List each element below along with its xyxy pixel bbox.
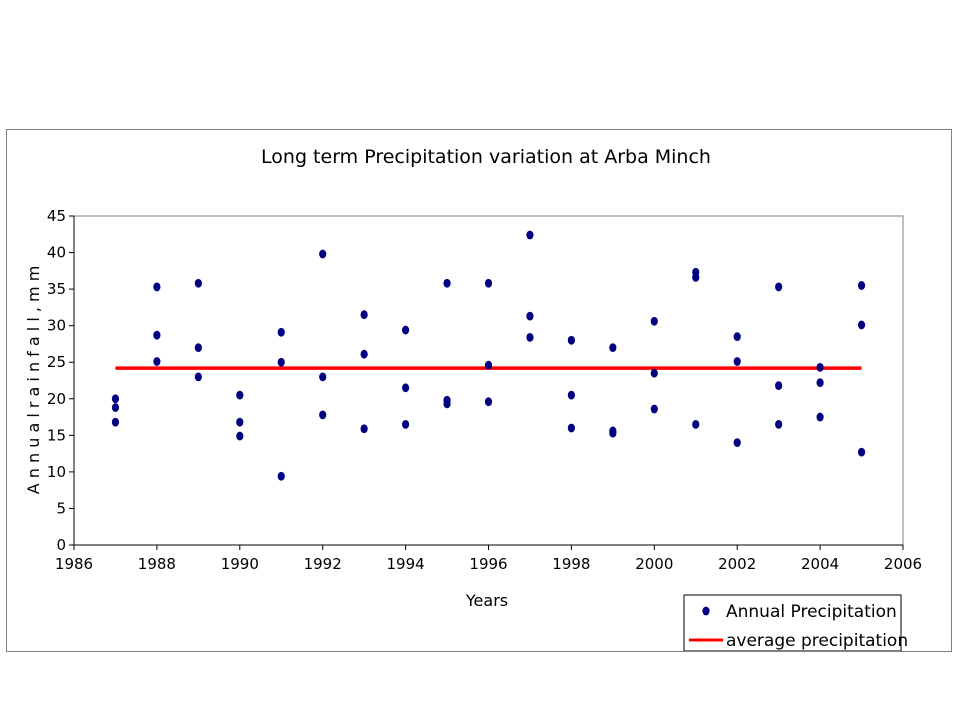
data-point-annual-precipitation xyxy=(402,325,410,335)
data-point-annual-precipitation xyxy=(277,357,285,367)
y-axis: 0 5 10 15 20 25 30 35 40 45 xyxy=(47,207,75,554)
data-point-annual-precipitation xyxy=(484,278,493,288)
data-point-annual-precipitation xyxy=(857,447,866,457)
data-point-annual-precipitation xyxy=(111,394,120,404)
x-tick-label: 1990 xyxy=(221,555,259,573)
y-tick-label: 20 xyxy=(47,390,66,408)
x-axis-title: Years xyxy=(465,591,508,610)
x-tick-label: 2004 xyxy=(801,555,839,573)
data-point-annual-precipitation xyxy=(857,320,866,330)
data-point-annual-precipitation xyxy=(111,417,120,427)
data-point-annual-precipitation xyxy=(526,230,534,240)
x-tick-label: 1986 xyxy=(55,555,93,573)
data-point-annual-precipitation xyxy=(236,390,244,400)
y-tick-label: 45 xyxy=(47,207,66,225)
data-point-annual-precipitation xyxy=(236,431,244,441)
legend: Annual Precipitation average precipitati… xyxy=(683,594,908,651)
y-tick-label: 0 xyxy=(56,536,66,554)
data-point-annual-precipitation xyxy=(775,419,783,429)
y-tick-label: 15 xyxy=(47,426,66,444)
x-tick-label: 1994 xyxy=(387,555,425,573)
data-point-annual-precipitation xyxy=(153,330,161,340)
data-point-annual-precipitation xyxy=(650,404,658,414)
data-point-annual-precipitation xyxy=(360,424,368,434)
x-tick-label: 2002 xyxy=(718,555,756,573)
x-tick-label: 1992 xyxy=(304,555,342,573)
data-point-annual-precipitation xyxy=(857,281,866,290)
data-point-annual-precipitation xyxy=(484,397,493,407)
plot-border xyxy=(73,215,904,546)
chart-frame: Long term Precipitation variation at Arb… xyxy=(6,129,952,652)
data-point-annual-precipitation xyxy=(567,335,576,345)
data-point-annual-precipitation xyxy=(360,310,368,320)
data-point-annual-precipitation xyxy=(277,327,285,337)
chart-title: Long term Precipitation variation at Arb… xyxy=(261,146,711,168)
data-point-annual-precipitation xyxy=(443,399,451,409)
data-point-annual-precipitation xyxy=(402,383,410,393)
data-point-annual-precipitation xyxy=(650,368,658,378)
data-point-annual-precipitation xyxy=(775,381,783,391)
data-point-annual-precipitation xyxy=(360,349,368,359)
data-point-annual-precipitation xyxy=(816,378,824,388)
data-point-annual-precipitation xyxy=(443,278,451,288)
x-tick-label: 1988 xyxy=(138,555,176,573)
data-point-annual-precipitation xyxy=(609,343,617,352)
data-point-annual-precipitation xyxy=(319,372,327,382)
y-tick-label: 35 xyxy=(47,280,66,298)
data-point-annual-precipitation xyxy=(692,273,700,282)
data-point-annual-precipitation xyxy=(733,438,741,448)
precipitation-scatter-chart: Long term Precipitation variation at Arb… xyxy=(24,146,922,651)
legend-marker-annual xyxy=(702,606,710,616)
x-tick-label: 1998 xyxy=(552,555,590,573)
y-tick-label: 30 xyxy=(47,317,66,335)
points-layer xyxy=(111,230,866,481)
data-point-annual-precipitation xyxy=(319,410,327,420)
data-point-annual-precipitation xyxy=(650,316,658,326)
data-point-annual-precipitation xyxy=(733,332,741,342)
y-tick-label: 5 xyxy=(56,499,66,517)
data-point-annual-precipitation xyxy=(277,471,285,481)
data-point-annual-precipitation xyxy=(153,282,161,292)
data-point-annual-precipitation xyxy=(775,282,783,292)
data-point-annual-precipitation xyxy=(111,403,120,412)
data-point-annual-precipitation xyxy=(194,343,202,352)
plot-area xyxy=(73,215,904,546)
data-point-annual-precipitation xyxy=(153,357,161,366)
data-point-annual-precipitation xyxy=(816,362,824,372)
data-point-annual-precipitation xyxy=(692,419,700,429)
legend-label-average: average precipitation xyxy=(726,631,908,651)
data-point-annual-precipitation xyxy=(402,419,410,429)
data-point-annual-precipitation xyxy=(609,428,617,438)
y-axis-title: A n n u a l r a i n f a l l , m m xyxy=(24,266,43,495)
data-point-annual-precipitation xyxy=(236,417,244,427)
x-tick-label: 2006 xyxy=(884,555,922,573)
data-point-annual-precipitation xyxy=(816,412,824,422)
data-point-annual-precipitation xyxy=(194,278,202,288)
y-tick-label: 10 xyxy=(47,463,66,481)
x-axis: 1986 1988 1990 1992 1994 1996 1998 2000 2002 2004… xyxy=(55,544,922,573)
data-point-annual-precipitation xyxy=(526,332,534,342)
legend-label-annual: Annual Precipitation xyxy=(726,602,897,622)
data-point-annual-precipitation xyxy=(319,249,327,259)
data-point-annual-precipitation xyxy=(526,311,534,321)
data-point-annual-precipitation xyxy=(567,423,576,433)
data-point-annual-precipitation xyxy=(567,390,576,400)
data-point-annual-precipitation xyxy=(484,360,493,370)
legend-box xyxy=(683,594,902,651)
x-tick-label: 2000 xyxy=(635,555,673,573)
data-point-annual-precipitation xyxy=(733,357,741,366)
y-tick-label: 40 xyxy=(47,244,66,262)
x-tick-label: 1996 xyxy=(469,555,507,573)
data-point-annual-precipitation xyxy=(194,372,202,382)
y-tick-label: 25 xyxy=(47,353,66,371)
